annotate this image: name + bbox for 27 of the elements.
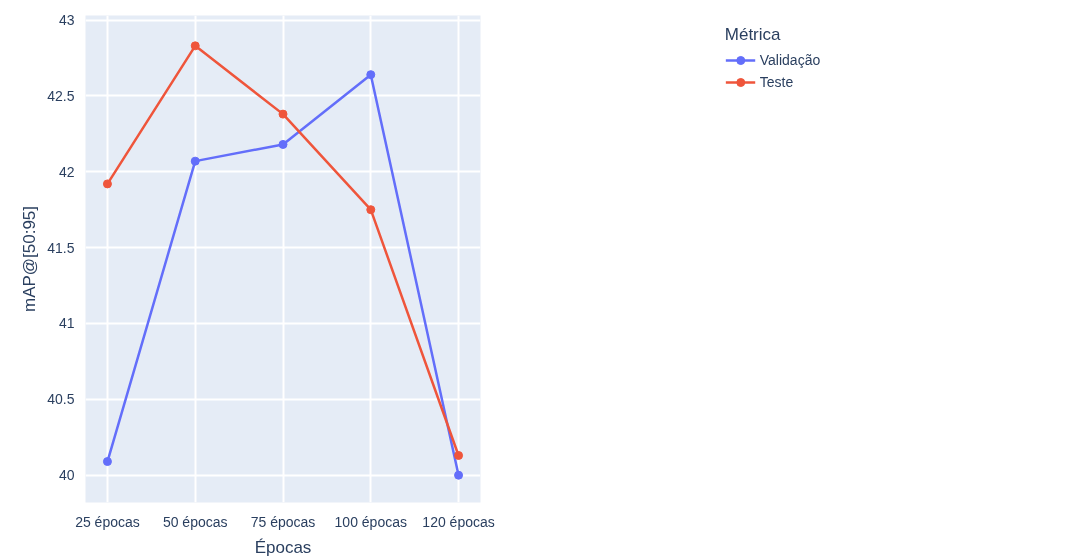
point <box>454 450 464 460</box>
point <box>102 179 112 189</box>
y-axis-title: mAP@[50:95] <box>20 205 40 313</box>
y-tick-label: 41.5 <box>47 239 75 256</box>
legend-title: Métrica <box>724 25 782 45</box>
point <box>278 139 288 149</box>
x-tick-label: 50 épocas <box>162 513 228 530</box>
y-tick-label: 42 <box>58 163 75 180</box>
point <box>190 41 200 51</box>
y-tick-label: 41 <box>58 315 75 332</box>
x-tick-label: 25 épocas <box>75 513 140 530</box>
point <box>190 156 200 166</box>
point <box>454 470 464 480</box>
y-tick-label: 42.5 <box>47 87 75 104</box>
point <box>102 457 112 467</box>
legend-label: Validação <box>759 52 821 68</box>
point <box>278 109 288 119</box>
y-tick-label: 40.5 <box>47 391 75 408</box>
x-axis-title: Épocas <box>254 537 312 557</box>
legend-label: Teste <box>759 74 794 90</box>
x-tick-label: 120 épocas <box>422 513 495 530</box>
point <box>366 70 376 80</box>
point <box>366 205 376 215</box>
y-tick-label: 40 <box>58 467 75 484</box>
x-tick-label: 75 épocas <box>250 513 316 530</box>
y-tick-label: 43 <box>58 12 75 29</box>
x-tick-label: 100 épocas <box>334 513 407 530</box>
